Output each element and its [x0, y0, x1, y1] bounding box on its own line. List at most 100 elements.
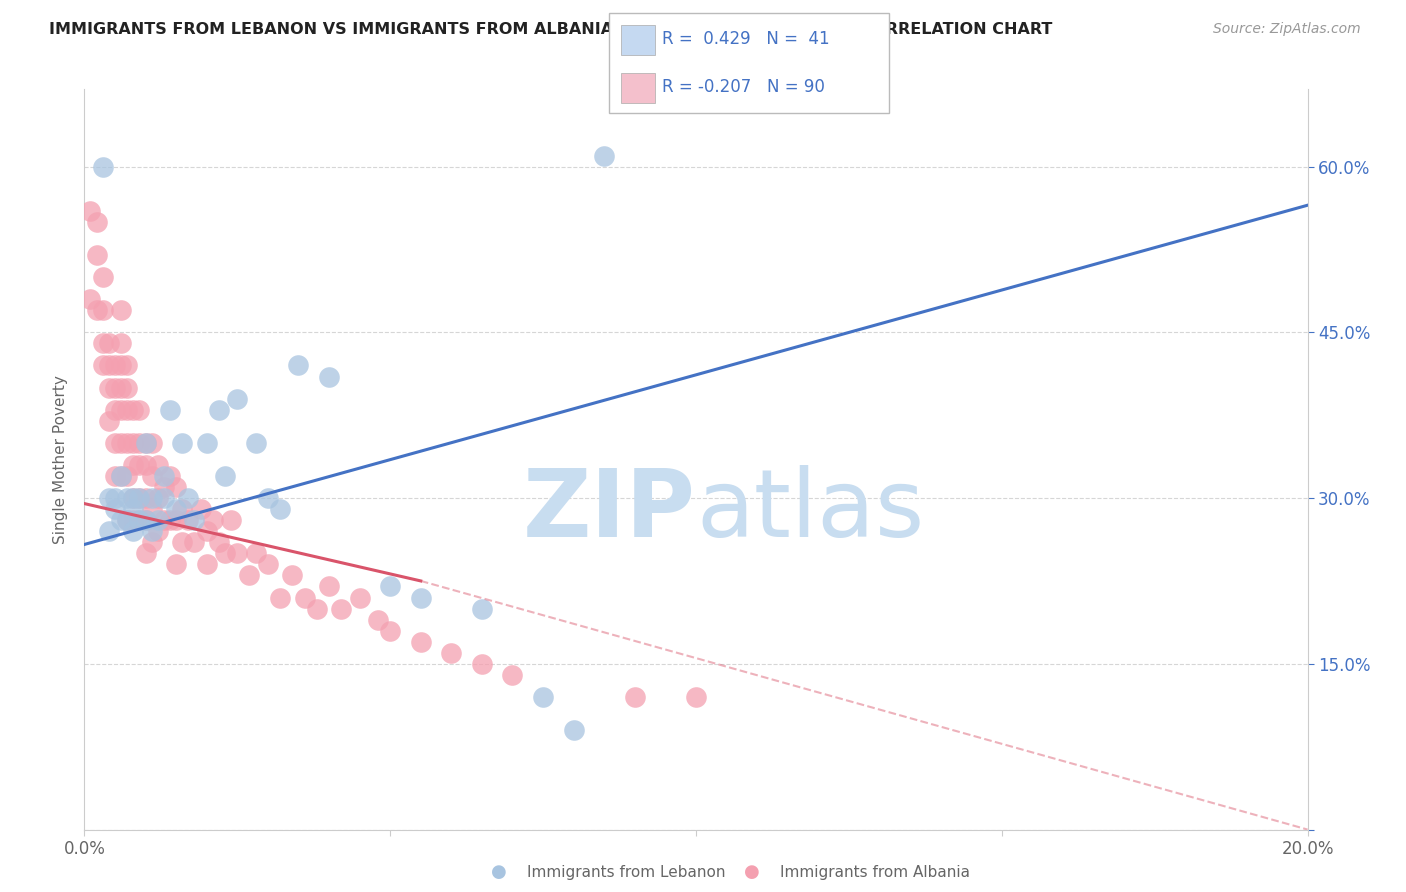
Point	[122, 491, 145, 505]
Point	[115, 435, 138, 450]
Point	[269, 591, 291, 605]
Text: Immigrants from Albania: Immigrants from Albania	[780, 865, 970, 880]
Point	[349, 591, 371, 605]
Y-axis label: Single Mother Poverty: Single Mother Poverty	[53, 375, 69, 544]
Point	[226, 546, 249, 560]
Point	[110, 380, 132, 394]
Point	[177, 491, 200, 505]
Text: IMMIGRANTS FROM LEBANON VS IMMIGRANTS FROM ALBANIA SINGLE MOTHER POVERTY CORRELA: IMMIGRANTS FROM LEBANON VS IMMIGRANTS FR…	[49, 22, 1053, 37]
Point	[135, 513, 157, 527]
Point	[135, 513, 157, 527]
Point	[97, 414, 120, 428]
Point	[128, 513, 150, 527]
Point	[183, 535, 205, 549]
Point	[79, 203, 101, 218]
Point	[122, 524, 145, 539]
Point	[214, 546, 236, 560]
Point	[79, 292, 101, 306]
Point	[104, 469, 127, 483]
Point	[471, 601, 494, 615]
Point	[135, 546, 157, 560]
Point	[208, 535, 231, 549]
Point	[122, 402, 145, 417]
Point	[122, 435, 145, 450]
Point	[257, 558, 280, 572]
Point	[409, 634, 432, 648]
Point	[128, 402, 150, 417]
Point	[159, 402, 181, 417]
Point	[318, 579, 340, 593]
Point	[128, 491, 150, 505]
Point	[380, 624, 402, 638]
Text: Immigrants from Lebanon: Immigrants from Lebanon	[527, 865, 725, 880]
Point	[104, 491, 127, 505]
Point	[318, 369, 340, 384]
Point	[86, 215, 108, 229]
Point	[471, 657, 494, 671]
Point	[115, 359, 138, 373]
Point	[195, 524, 218, 539]
Point	[122, 491, 145, 505]
Point	[214, 469, 236, 483]
Point	[440, 646, 463, 660]
Point	[685, 690, 707, 704]
Point	[624, 690, 647, 704]
Point	[531, 690, 554, 704]
Point	[141, 491, 163, 505]
Point	[141, 524, 163, 539]
Point	[135, 458, 157, 472]
Point	[238, 568, 260, 582]
Text: R = -0.207   N = 90: R = -0.207 N = 90	[662, 78, 825, 96]
Point	[110, 469, 132, 483]
Point	[367, 613, 389, 627]
Point	[91, 303, 114, 318]
Point	[128, 458, 150, 472]
Point	[115, 491, 138, 505]
Point	[172, 535, 194, 549]
Point	[115, 402, 138, 417]
Point	[172, 435, 194, 450]
Text: R =  0.429   N =  41: R = 0.429 N = 41	[662, 30, 830, 48]
Point	[97, 336, 120, 351]
Point	[86, 303, 108, 318]
Point	[91, 160, 114, 174]
Point	[104, 402, 127, 417]
Point	[104, 502, 127, 516]
Point	[110, 469, 132, 483]
Point	[257, 491, 280, 505]
Point	[104, 359, 127, 373]
Point	[110, 303, 132, 318]
Point	[380, 579, 402, 593]
Point	[146, 491, 169, 505]
Point	[502, 668, 524, 682]
Point	[135, 491, 157, 505]
Point	[115, 380, 138, 394]
Point	[141, 502, 163, 516]
Point	[122, 458, 145, 472]
Point	[287, 359, 309, 373]
Point	[305, 601, 328, 615]
Point	[97, 524, 120, 539]
Point	[165, 480, 187, 494]
Point	[153, 480, 176, 494]
Point	[115, 513, 138, 527]
Point	[128, 491, 150, 505]
Point	[153, 491, 176, 505]
Point	[201, 513, 224, 527]
Point	[165, 513, 187, 527]
Point	[172, 502, 194, 516]
Point	[110, 435, 132, 450]
Point	[593, 148, 616, 162]
Point	[110, 336, 132, 351]
Point	[110, 513, 132, 527]
Point	[195, 558, 218, 572]
Point	[97, 491, 120, 505]
Point	[183, 513, 205, 527]
Point	[97, 380, 120, 394]
Point	[165, 558, 187, 572]
Point	[165, 502, 187, 516]
Point	[110, 359, 132, 373]
Point	[110, 402, 132, 417]
Point	[177, 513, 200, 527]
Point	[159, 513, 181, 527]
